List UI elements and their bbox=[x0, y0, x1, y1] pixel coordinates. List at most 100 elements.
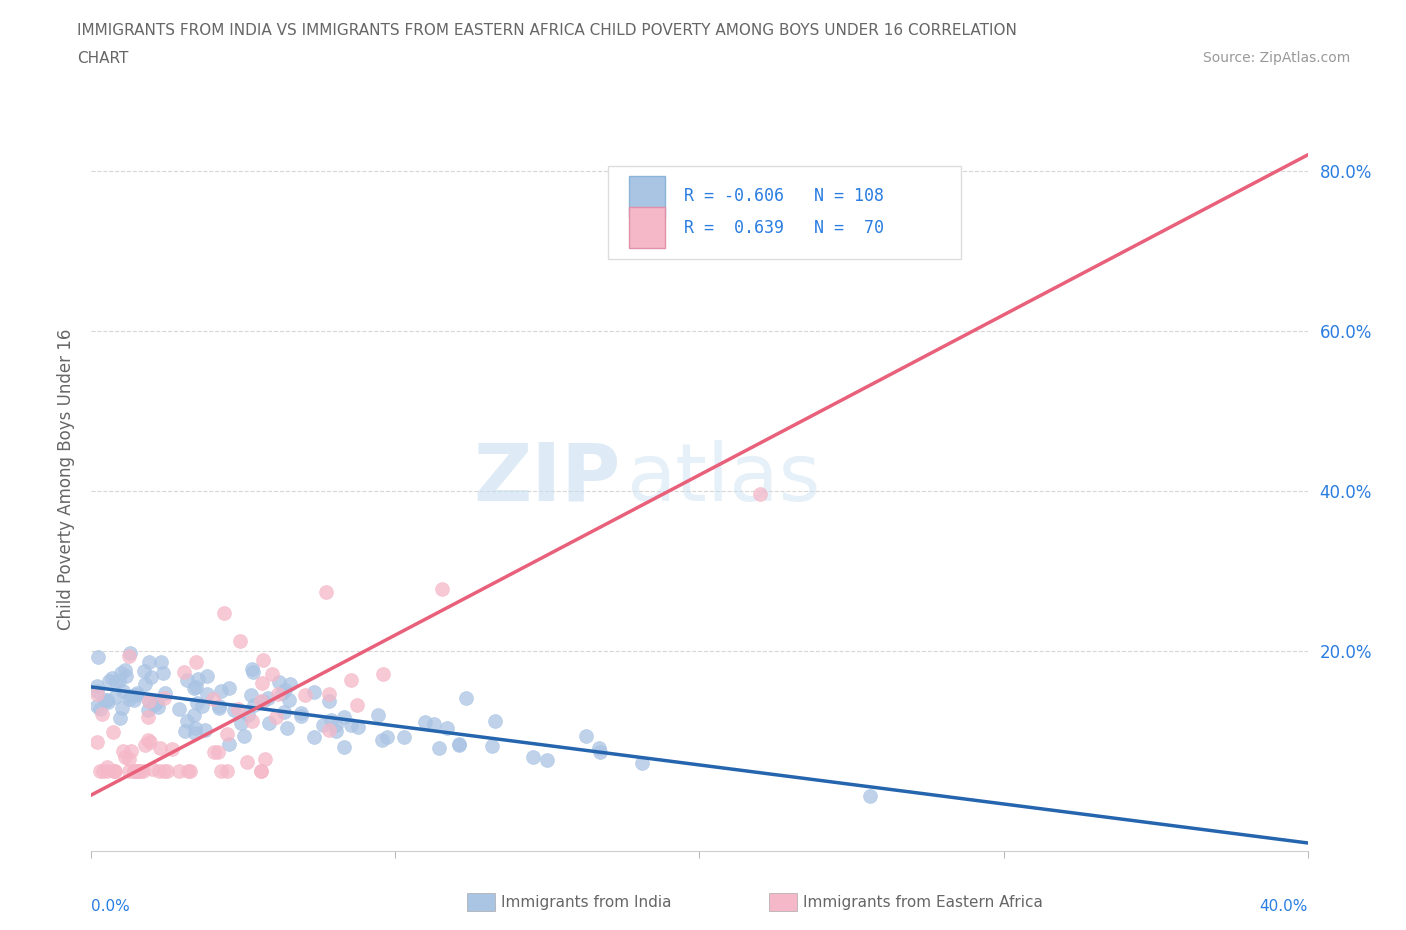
Text: Immigrants from Eastern Africa: Immigrants from Eastern Africa bbox=[803, 895, 1043, 910]
Point bbox=[110, 666, 132, 681]
Point bbox=[111, 744, 134, 759]
Point bbox=[86, 735, 108, 750]
Point bbox=[122, 764, 145, 778]
Point bbox=[96, 764, 118, 778]
Point bbox=[108, 711, 131, 725]
Point bbox=[449, 738, 471, 753]
Point bbox=[120, 689, 142, 704]
Point bbox=[333, 710, 356, 724]
Point bbox=[194, 723, 217, 737]
Point bbox=[209, 684, 232, 698]
Point bbox=[481, 738, 503, 753]
Point bbox=[240, 687, 263, 702]
Point bbox=[339, 717, 361, 732]
Point bbox=[125, 764, 148, 778]
Point bbox=[138, 694, 160, 709]
Point bbox=[136, 733, 159, 748]
Point bbox=[124, 687, 146, 702]
Point bbox=[86, 698, 108, 713]
Point bbox=[190, 698, 212, 713]
Point bbox=[218, 737, 240, 751]
Point bbox=[318, 723, 340, 737]
Point bbox=[177, 764, 200, 778]
Point bbox=[575, 728, 598, 743]
FancyBboxPatch shape bbox=[628, 207, 665, 248]
Point bbox=[129, 764, 152, 778]
FancyBboxPatch shape bbox=[609, 166, 960, 259]
Point bbox=[536, 752, 558, 767]
Point bbox=[186, 696, 208, 711]
Text: ZIP: ZIP bbox=[474, 440, 620, 518]
Point bbox=[128, 764, 150, 778]
Point bbox=[217, 726, 239, 741]
Point bbox=[118, 764, 141, 778]
Point bbox=[242, 665, 264, 680]
Point bbox=[153, 685, 176, 700]
Text: Source: ZipAtlas.com: Source: ZipAtlas.com bbox=[1202, 51, 1350, 65]
Point bbox=[118, 648, 141, 663]
Point bbox=[423, 717, 446, 732]
Point bbox=[427, 740, 450, 755]
Point bbox=[346, 698, 368, 712]
Point bbox=[122, 764, 145, 778]
Point bbox=[120, 743, 142, 758]
Point bbox=[195, 686, 218, 701]
Point bbox=[153, 764, 176, 778]
Point bbox=[290, 709, 312, 724]
Point bbox=[250, 694, 273, 709]
Point bbox=[212, 605, 235, 620]
Point bbox=[138, 702, 160, 717]
Point bbox=[186, 680, 208, 695]
Point bbox=[169, 701, 191, 716]
Point bbox=[97, 695, 120, 710]
Point bbox=[115, 669, 138, 684]
Point bbox=[87, 649, 110, 664]
Point bbox=[208, 698, 231, 713]
Point bbox=[332, 739, 354, 754]
Text: atlas: atlas bbox=[627, 440, 821, 518]
Point bbox=[104, 764, 127, 778]
Point bbox=[134, 737, 156, 752]
Point bbox=[146, 695, 169, 710]
Point bbox=[749, 486, 772, 501]
Point bbox=[224, 703, 246, 718]
Point bbox=[269, 675, 291, 690]
Point bbox=[278, 677, 301, 692]
Point bbox=[120, 645, 142, 660]
Point bbox=[346, 720, 368, 735]
Point bbox=[588, 745, 610, 760]
Point bbox=[195, 669, 218, 684]
Point bbox=[152, 666, 174, 681]
Point bbox=[86, 678, 108, 693]
Point bbox=[319, 712, 342, 727]
Text: R =  0.639   N =  70: R = 0.639 N = 70 bbox=[683, 219, 884, 237]
Point bbox=[484, 713, 506, 728]
Point bbox=[231, 716, 253, 731]
Point bbox=[179, 764, 201, 778]
Point bbox=[257, 691, 280, 706]
Point bbox=[103, 764, 125, 778]
Point bbox=[392, 729, 415, 744]
Point bbox=[208, 700, 231, 715]
Point bbox=[294, 687, 316, 702]
Point bbox=[456, 691, 478, 706]
Point bbox=[117, 751, 139, 766]
Point bbox=[160, 742, 183, 757]
Point bbox=[325, 724, 347, 739]
Point bbox=[318, 694, 340, 709]
Point bbox=[209, 764, 232, 778]
Point bbox=[252, 653, 274, 668]
Point bbox=[150, 655, 173, 670]
Point bbox=[134, 664, 156, 679]
Point bbox=[858, 788, 880, 803]
Point bbox=[315, 585, 337, 600]
Point bbox=[202, 691, 225, 706]
Point bbox=[273, 705, 295, 720]
Point bbox=[138, 693, 160, 708]
Point bbox=[173, 724, 195, 738]
Point bbox=[111, 701, 134, 716]
Point bbox=[131, 764, 153, 778]
Point bbox=[103, 724, 125, 739]
Point bbox=[94, 693, 117, 708]
Point bbox=[250, 764, 273, 778]
